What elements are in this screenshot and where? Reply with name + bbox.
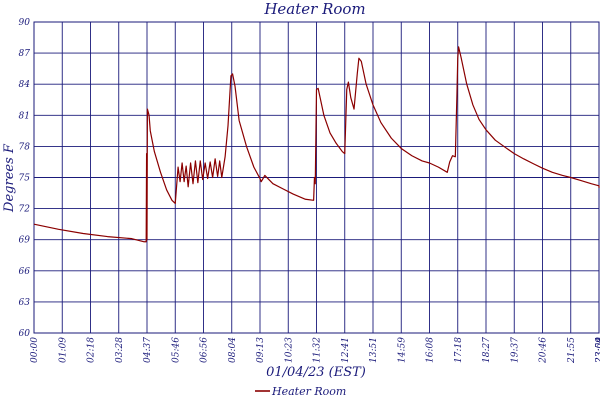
x-tick-label: 17:18 — [454, 337, 464, 363]
legend: Heater Room — [255, 385, 346, 398]
x-axis-label: 01/04/23 (EST) — [266, 365, 366, 380]
legend-label: Heater Room — [271, 385, 346, 398]
x-tick-label: 06:56 — [200, 337, 210, 363]
y-tick-label: 90 — [19, 18, 31, 28]
x-tick-label: 04:37 — [143, 337, 153, 363]
x-tick-labels: 00:00 01:09 02:18 03:28 04:37 05:46 06:56 08:04… — [30, 337, 600, 364]
series-layer — [33, 46, 600, 243]
y-tick-label: 84 — [19, 80, 31, 90]
x-tick-label: 21:55 — [567, 337, 577, 364]
x-tick-label: 12:41 — [341, 337, 351, 363]
x-tick-label: 20:46 — [539, 337, 549, 364]
y-tick-label: 72 — [19, 205, 31, 215]
x-tick-label: 19:37 — [510, 337, 520, 363]
x-tick-label: 10:23 — [284, 337, 294, 363]
chart-title: Heater Room — [263, 0, 365, 18]
x-tick-label: 23:04 — [595, 337, 600, 364]
x-tick-label: 00:00 — [30, 337, 40, 363]
x-tick-label: 03:28 — [115, 337, 125, 363]
x-tick-label: 11:32 — [313, 337, 323, 363]
y-tick-label: 60 — [19, 329, 31, 339]
x-tick-label: 13:51 — [369, 337, 379, 363]
plot-grid — [33, 21, 600, 334]
x-tick-label: 01:09 — [58, 337, 68, 363]
plot-border — [33, 21, 600, 334]
series-line-heater-room — [33, 46, 600, 243]
x-tick-label: 14:59 — [397, 337, 407, 363]
y-tick-label: 69 — [19, 236, 31, 246]
y-tick-label: 78 — [19, 142, 31, 152]
y-tick-label: 63 — [19, 298, 31, 308]
x-tick-label: 08:04 — [228, 337, 238, 363]
y-tick-label: 87 — [19, 49, 31, 59]
y-tick-label: 81 — [19, 111, 30, 121]
y-tick-label: 66 — [19, 267, 31, 277]
y-tick-labels: 60 63 66 69 72 75 78 81 84 87 90 — [19, 18, 31, 339]
x-tick-label: 02:18 — [87, 337, 97, 363]
x-tick-label: 18:27 — [482, 337, 492, 363]
y-axis-label: Degrees F — [2, 143, 17, 213]
y-tick-label: 75 — [19, 174, 31, 184]
x-tick-label: 05:46 — [171, 337, 181, 363]
x-tick-label: 09:13 — [256, 337, 266, 363]
x-tick-label: 23:59 — [595, 337, 600, 364]
x-tick-label: 16:08 — [426, 337, 436, 363]
